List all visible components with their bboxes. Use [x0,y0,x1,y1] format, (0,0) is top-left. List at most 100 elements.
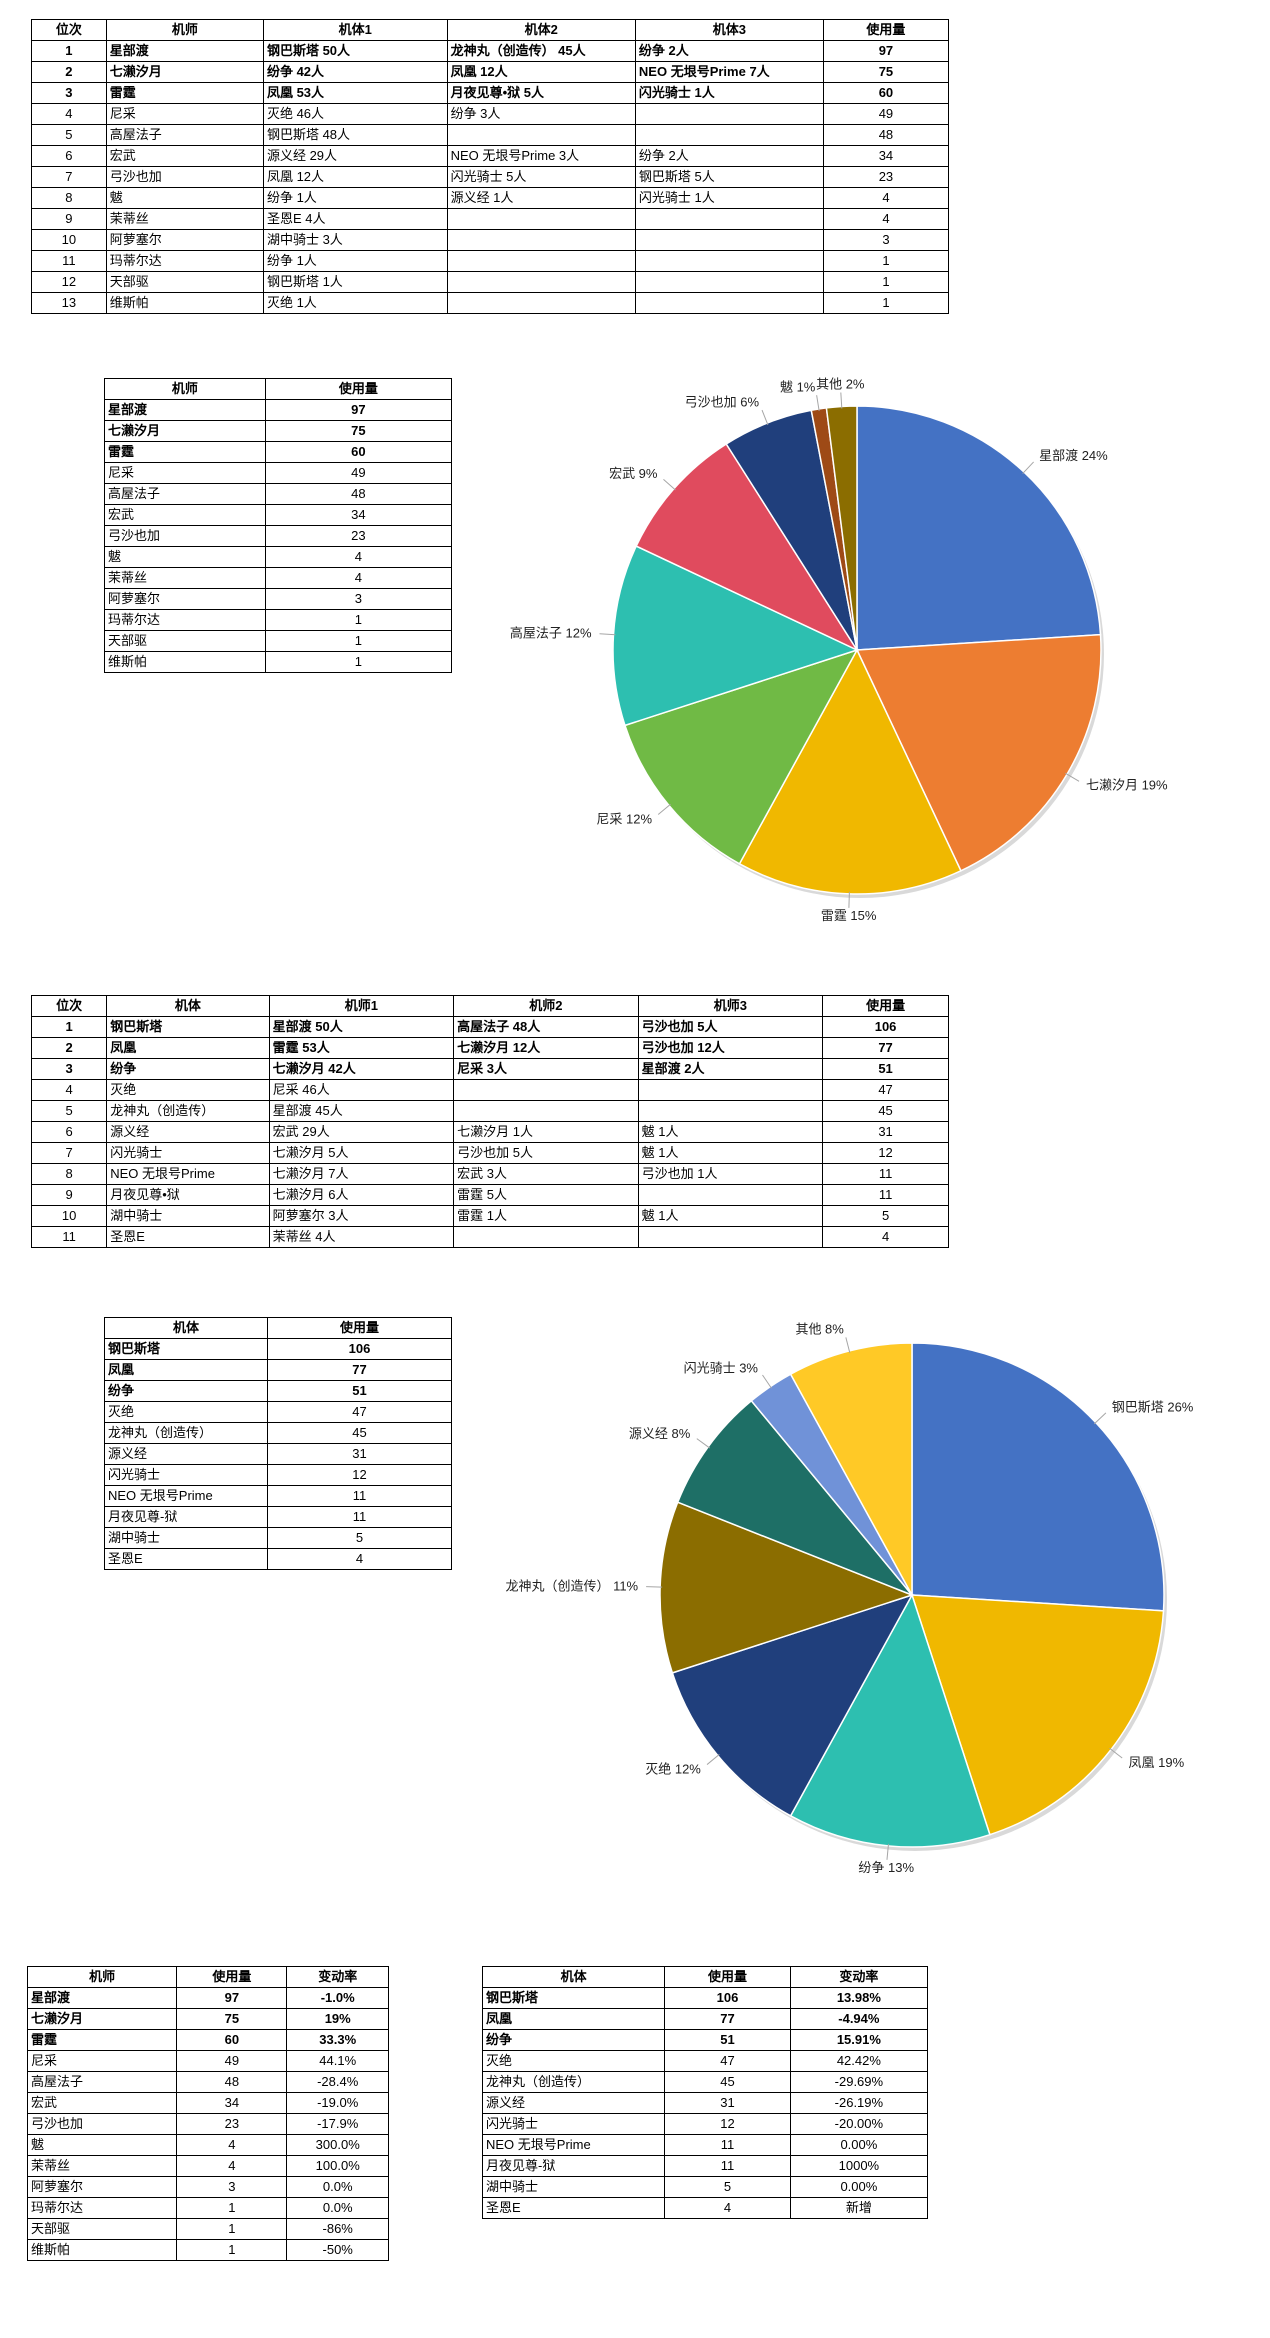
leader-line [599,633,616,636]
table-row: 七濑汐月 75 [104,420,453,442]
table-row: 星部渡 97 -1.0% [26,1987,389,2009]
table-cell: 雷霆 5人 [453,1184,639,1206]
table-cell: 闪光骑士 [481,2113,666,2135]
table-cell: 60 [176,2029,288,2051]
table-cell: 星部渡 2人 [637,1058,824,1080]
slice-label: 龙神丸（创造传） 11% [505,1578,638,1593]
table-cell: 七濑汐月 [26,2008,178,2030]
table-cell: 圣恩E [104,1548,268,1570]
table-cell: -19.0% [286,2092,389,2114]
slice-label: 凤凰 19% [1129,1755,1185,1770]
table-cell: 尼采 [26,2050,178,2072]
table-cell: 闪光骑士 5人 [446,166,636,188]
table-cell: 弓沙也加 5人 [453,1142,639,1164]
table-cell: 1 [822,292,950,314]
table-cell: 11 [266,1485,453,1507]
table-cell: 茉蒂丝 4人 [268,1226,455,1248]
table-row: 6 源义经 宏武 29人 七濑汐月 1人魃 1人 31 [30,1121,949,1143]
table-cell: 灭绝 [106,1079,270,1101]
table-row: 纷争 51 [104,1380,453,1402]
table-cell: 魃 [105,187,264,209]
table-row: 灭绝 47 42.42% [481,2050,929,2072]
table-row: 龙神丸（创造传） 45 -29.69% [481,2071,929,2093]
table-cell: 300.0% [286,2134,389,2156]
table-row: 9 月夜见尊•狱 七濑汐月 6人 雷霆 5人 11 [30,1184,949,1206]
table-cell: 新增 [789,2197,929,2219]
table-cell: 15.91% [789,2029,929,2051]
table-cell: 灭绝 1人 [262,292,448,314]
table-cell: 弓沙也加 12人 [637,1037,824,1059]
column-header: 机师2 [453,995,639,1017]
table-row: 钢巴斯塔 106 13.98% [481,1987,929,2009]
table-cell: 闪光骑士 1人 [634,82,824,104]
table-row: 9 茉蒂丝 圣恩E 4人 4 [31,208,950,230]
mecha-rank-table: 位次 机体 机师1 机师2 机师3 使用量 1 钢巴斯塔 星部渡 50人 高屋法子 48人 弓沙也加… [30,995,949,1248]
table-row: 4 尼采 灭绝 46人 纷争 3人 49 [31,103,950,125]
table-cell: 圣恩E [481,2197,666,2219]
table-row: 11 圣恩E 茉蒂丝 4人 4 [30,1226,949,1248]
table-row: 玛蒂尔达 1 0.0% [26,2197,389,2219]
slice-label: 源义经 8% [629,1426,691,1441]
table-cell: 11 [664,2155,791,2177]
header-row: 机体 使用量 变动率 [481,1966,929,1988]
table-row: 6 宏武 源义经 29人 NEO 无垠号Prime 3人 纷争 2人 34 [31,145,950,167]
leader-line [1022,461,1034,474]
leader-line [1093,1412,1107,1425]
table-row: 圣恩E 4 新增 [481,2197,929,2219]
table-cell: 34 [176,2092,288,2114]
table-cell: 钢巴斯塔 1人 [262,271,448,293]
table-cell: 月夜见尊•狱 [106,1184,270,1206]
table-row: 纷争 51 15.91% [481,2029,929,2051]
slice-label: 星部渡 24% [1039,448,1108,463]
table-row: 10 阿萝塞尔 湖中骑士 3人 3 [31,229,950,251]
slice-label: 其他 8% [795,1322,844,1337]
table-cell: 33.3% [286,2029,389,2051]
table-cell: 弓沙也加 1人 [637,1163,824,1185]
leader-line [761,409,769,426]
leader-line [657,803,671,815]
table-row: 13 维斯帕 灭绝 1人 1 [31,292,950,314]
table-cell: 钢巴斯塔 50人 [262,40,448,62]
table-row: 茉蒂丝 4 100.0% [26,2155,389,2177]
table-row: 高屋法子 48 [104,483,453,505]
table-cell: 44.1% [286,2050,389,2072]
table-row: 7 弓沙也加 凤凰 12人 闪光骑士 5人 钢巴斯塔 5人 23 [31,166,950,188]
leader-line [848,891,850,908]
table-cell: 凤凰 12人 [262,166,448,188]
table-row: 7 闪光骑士 七濑汐月 5人 弓沙也加 5人魃 1人 12 [30,1142,949,1164]
table-cell: 0.00% [789,2176,929,2198]
slice-label: 灭绝 12% [645,1762,701,1777]
table-cell: 45 [664,2071,791,2093]
table-cell: 弓沙也加 [104,525,266,547]
table-row: 月夜见尊-狱 11 [104,1506,453,1528]
table-cell: 七濑汐月 6人 [268,1184,455,1206]
table-cell: 1000% [789,2155,929,2177]
table-row: 1 星部渡 钢巴斯塔 50人 龙神丸（创造传） 45人 纷争 2人 97 [31,40,950,62]
table-cell: 维斯帕 [26,2239,178,2261]
table-row: 3 纷争 七濑汐月 42人 尼采 3人 星部渡 2人 51 [30,1058,949,1080]
table-cell: 茉蒂丝 [26,2155,178,2177]
leader-line [816,395,820,412]
table-cell: 维斯帕 [104,651,266,673]
table-cell: 高屋法子 48人 [453,1016,639,1038]
table-row: 10 湖中骑士 阿萝塞尔 3人 雷霆 1人魃 1人 5 [30,1205,949,1227]
table-cell: 弓沙也加 [105,166,264,188]
table-cell: 12 [266,1464,453,1486]
column-header: 机师3 [637,995,824,1017]
table-cell: 天部驱 [104,630,266,652]
table-row: 4 灭绝 尼采 46人 47 [30,1079,949,1101]
pilot-change-table: 机师 使用量 变动率 星部渡 97 -1.0% 七濑汐月 75 19% 雷霆 60 33.3% 尼采 49… [26,1966,389,2261]
column-header: 使用量 [664,1966,791,1988]
table-cell: 七濑汐月 12人 [453,1037,639,1059]
table-row: 尼采 49 44.1% [26,2050,389,2072]
table-cell: 75 [822,61,950,83]
table-row: 11 玛蒂尔达 纷争 1人 1 [31,250,950,272]
table-cell: 钢巴斯塔 [481,1987,666,2009]
table-row: 雷霆 60 33.3% [26,2029,389,2051]
table-cell: 魃 1人 [637,1142,824,1164]
table-cell: 4 [664,2197,791,2219]
table-cell: 23 [176,2113,288,2135]
table-cell: NEO 无垠号Prime 7人 [634,61,824,83]
pie-slice [911,1342,1165,1612]
